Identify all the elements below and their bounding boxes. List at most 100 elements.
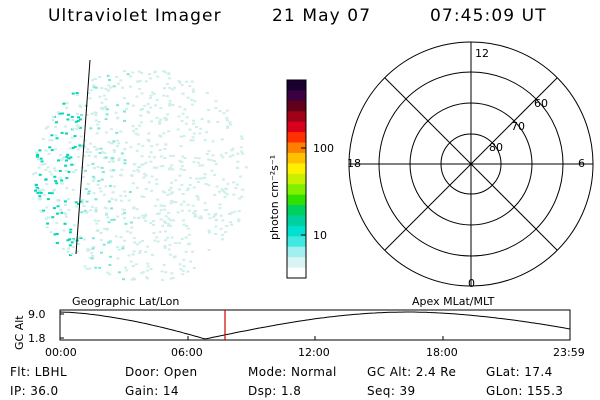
uv-pixel — [144, 219, 148, 222]
uv-pixel — [237, 218, 241, 221]
uv-pixel — [137, 170, 141, 173]
uv-pixel — [75, 205, 79, 208]
uv-pixel — [78, 126, 82, 129]
uv-pixel — [179, 145, 183, 148]
uv-pixel — [44, 149, 48, 152]
uv-pixel — [75, 124, 79, 127]
color-bar — [287, 80, 306, 279]
x-tick-label-2359: 23:59 — [553, 346, 585, 359]
uv-pixel — [196, 181, 200, 183]
uv-pixel — [164, 239, 168, 242]
uv-pixel — [178, 174, 182, 177]
uv-pixel — [108, 240, 112, 243]
uv-pixel — [238, 197, 242, 200]
uv-pixel — [167, 211, 171, 214]
uv-pixel — [141, 271, 145, 274]
uv-pixel — [168, 243, 172, 246]
uv-pixel — [174, 242, 178, 244]
uv-pixel — [70, 253, 74, 255]
uv-pixel — [78, 144, 82, 147]
uv-pixel — [170, 164, 174, 167]
uv-pixel — [162, 87, 166, 90]
uv-pixel — [94, 210, 98, 213]
uv-pixel — [151, 253, 154, 256]
uv-pixel — [77, 203, 80, 205]
uv-pixel — [88, 97, 92, 100]
uv-pixel — [115, 131, 119, 134]
uv-pixel — [35, 151, 39, 154]
uv-pixel — [53, 233, 57, 236]
uv-pixel — [163, 147, 167, 150]
uv-pixel — [59, 176, 63, 179]
uv-pixel — [170, 272, 174, 275]
uv-pixel — [92, 84, 96, 87]
uv-pixel — [35, 188, 38, 191]
uv-pixel — [105, 131, 108, 134]
uv-pixel — [85, 267, 89, 270]
uv-pixel — [191, 204, 195, 207]
uv-pixel — [205, 153, 209, 155]
uv-pixel — [99, 107, 103, 110]
uv-pixel — [65, 159, 68, 162]
uv-pixel — [36, 187, 40, 190]
uv-pixel — [144, 213, 148, 216]
uv-pixel — [132, 169, 136, 172]
uv-pixel — [232, 181, 236, 184]
uv-pixel — [135, 243, 139, 246]
uv-pixel — [86, 183, 90, 185]
uv-pixel — [168, 100, 172, 103]
uv-pixel — [150, 189, 154, 192]
uv-pixel — [56, 111, 60, 114]
uv-pixel — [60, 131, 64, 134]
uv-pixel — [98, 95, 102, 98]
uv-pixel — [94, 266, 98, 269]
uv-pixel — [183, 108, 187, 111]
uv-pixel — [124, 266, 127, 269]
uv-pixel — [186, 203, 190, 206]
uv-pixel — [91, 162, 95, 165]
uv-pixel — [133, 241, 137, 244]
uv-pixel — [240, 195, 244, 198]
uv-pixel — [86, 248, 90, 251]
uv-pixel — [58, 112, 62, 115]
uv-pixel — [112, 185, 116, 188]
uv-pixel — [220, 188, 224, 191]
timeline-frame — [59, 309, 571, 341]
uv-pixel — [165, 82, 169, 85]
uv-pixel — [171, 191, 175, 194]
uv-pixel — [198, 132, 202, 135]
uv-pixel — [170, 199, 173, 202]
uv-pixel — [180, 84, 184, 87]
dsp-info: Dsp: 1.8 — [248, 384, 302, 398]
uv-pixel — [63, 222, 67, 225]
uv-pixel — [39, 157, 43, 160]
uv-pixel — [140, 155, 144, 158]
uv-pixel — [235, 183, 239, 186]
uv-pixel — [178, 81, 182, 84]
uv-pixel — [141, 108, 144, 110]
uv-pixel — [203, 202, 207, 205]
uv-pixel — [186, 270, 190, 273]
uv-pixel — [47, 152, 51, 155]
uv-pixel — [52, 207, 56, 210]
gc-alt-axis-label: GC Alt — [13, 315, 26, 350]
uv-pixel — [207, 158, 211, 161]
uv-pixel — [123, 239, 127, 242]
uv-pixel — [65, 132, 68, 135]
uv-pixel — [58, 170, 62, 172]
ip-info: IP: 36.0 — [10, 384, 59, 398]
uv-pixel — [135, 208, 139, 211]
uv-pixel — [187, 233, 191, 236]
color-bar-segment — [287, 121, 306, 133]
mlt-label-0: 0 — [468, 277, 475, 290]
uv-pixel — [62, 229, 66, 232]
uv-pixel — [70, 136, 74, 139]
uv-pixel — [96, 165, 100, 168]
uv-pixel — [138, 87, 142, 90]
uv-pixel — [137, 70, 141, 73]
uv-pixel — [71, 147, 75, 149]
uv-pixel — [68, 238, 72, 241]
uv-pixel — [91, 179, 95, 182]
uv-pixel — [149, 106, 153, 109]
uv-pixel — [38, 189, 42, 192]
